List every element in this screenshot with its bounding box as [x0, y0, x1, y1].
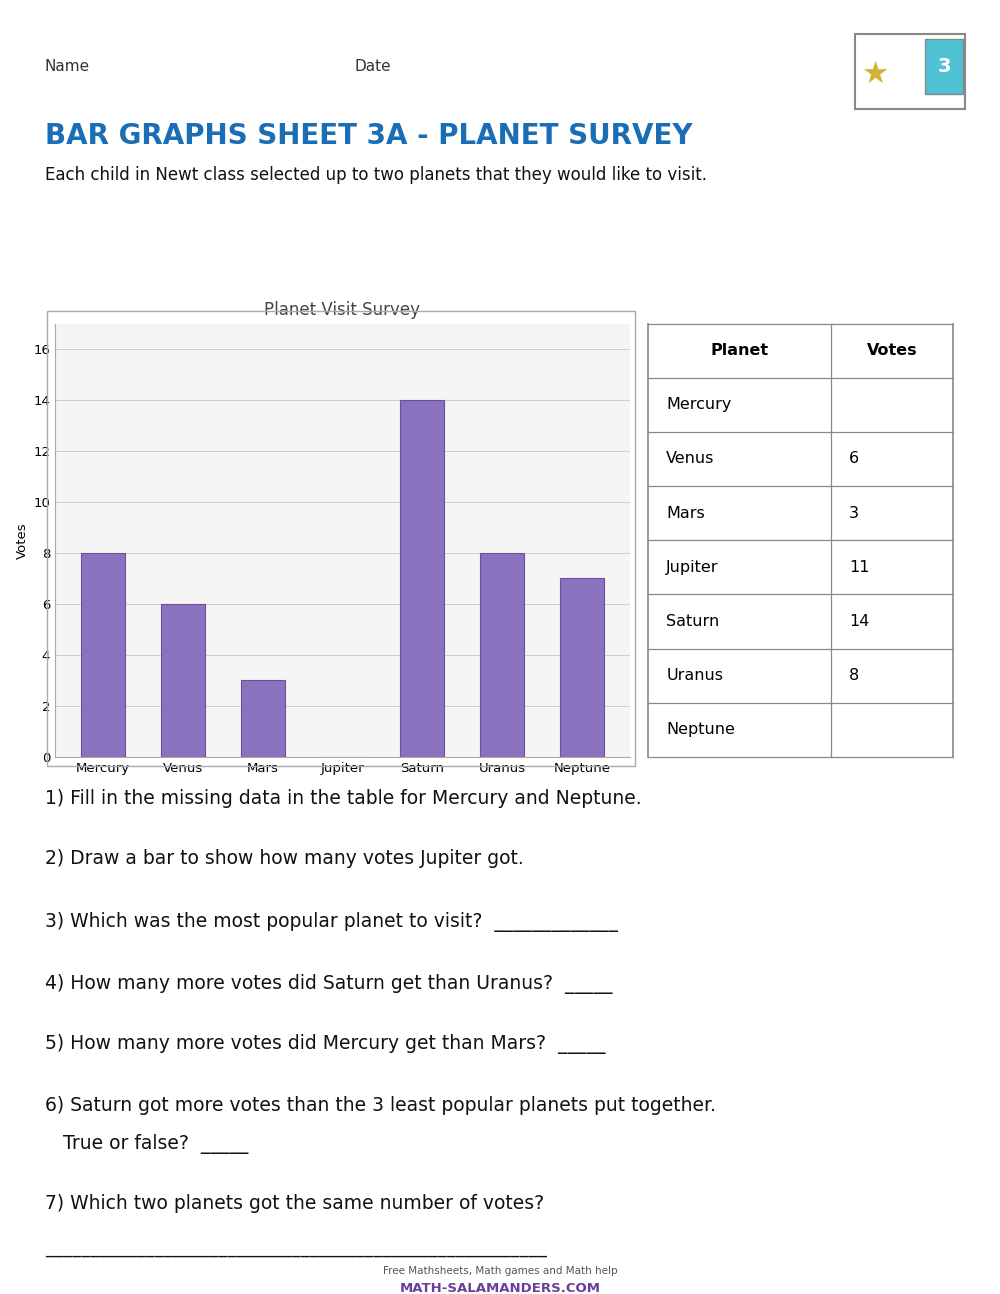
- Text: ★: ★: [861, 60, 889, 88]
- Bar: [925, 39, 963, 94]
- Text: 6: 6: [849, 452, 859, 466]
- Text: 1) Fill in the missing data in the table for Mercury and Neptune.: 1) Fill in the missing data in the table…: [45, 789, 642, 807]
- Text: BAR GRAPHS SHEET 3A - PLANET SURVEY: BAR GRAPHS SHEET 3A - PLANET SURVEY: [45, 122, 693, 150]
- Bar: [400, 400, 444, 757]
- Y-axis label: Votes: Votes: [16, 521, 29, 559]
- Text: Votes: Votes: [867, 343, 917, 358]
- Text: MATH-SALAMANDERS.COM: MATH-SALAMANDERS.COM: [400, 1282, 600, 1294]
- Text: Saturn: Saturn: [666, 615, 720, 629]
- Text: Each child in Newt class selected up to two planets that they would like to visi: Each child in Newt class selected up to …: [45, 166, 707, 184]
- Bar: [241, 681, 285, 757]
- Text: Date: Date: [355, 60, 392, 74]
- Text: Neptune: Neptune: [666, 722, 735, 738]
- Text: Free Mathsheets, Math games and Math help: Free Mathsheets, Math games and Math hel…: [383, 1266, 617, 1276]
- Bar: [480, 553, 524, 757]
- Text: 5) How many more votes did Mercury get than Mars?  _____: 5) How many more votes did Mercury get t…: [45, 1034, 606, 1055]
- Text: 4) How many more votes did Saturn get than Uranus?  _____: 4) How many more votes did Saturn get th…: [45, 974, 612, 994]
- Text: 2) Draw a bar to show how many votes Jupiter got.: 2) Draw a bar to show how many votes Jup…: [45, 849, 524, 868]
- Text: 8: 8: [849, 668, 860, 683]
- Text: Planet: Planet: [710, 343, 769, 358]
- Text: Mars: Mars: [666, 506, 705, 520]
- Text: 11: 11: [849, 560, 870, 575]
- Text: 6) Saturn got more votes than the 3 least popular planets put together.: 6) Saturn got more votes than the 3 leas…: [45, 1096, 716, 1115]
- Text: Uranus: Uranus: [666, 668, 723, 683]
- Text: Name: Name: [45, 60, 90, 74]
- Text: Jupiter: Jupiter: [666, 560, 719, 575]
- Bar: [560, 578, 604, 757]
- Text: True or false?  _____: True or false? _____: [45, 1134, 248, 1154]
- Bar: [161, 604, 205, 757]
- Text: 3: 3: [937, 57, 951, 75]
- Bar: [81, 553, 125, 757]
- Text: 3: 3: [849, 506, 859, 520]
- Text: 3) Which was the most popular planet to visit?  _____________: 3) Which was the most popular planet to …: [45, 912, 618, 932]
- Title: Planet Visit Survey: Planet Visit Survey: [264, 302, 420, 320]
- Text: Mercury: Mercury: [666, 397, 732, 413]
- Text: 7) Which two planets got the same number of votes?: 7) Which two planets got the same number…: [45, 1194, 544, 1212]
- Text: Venus: Venus: [666, 452, 715, 466]
- Text: _______________________________________________________: ________________________________________…: [45, 1238, 547, 1256]
- Bar: [855, 34, 965, 109]
- Text: 14: 14: [849, 615, 870, 629]
